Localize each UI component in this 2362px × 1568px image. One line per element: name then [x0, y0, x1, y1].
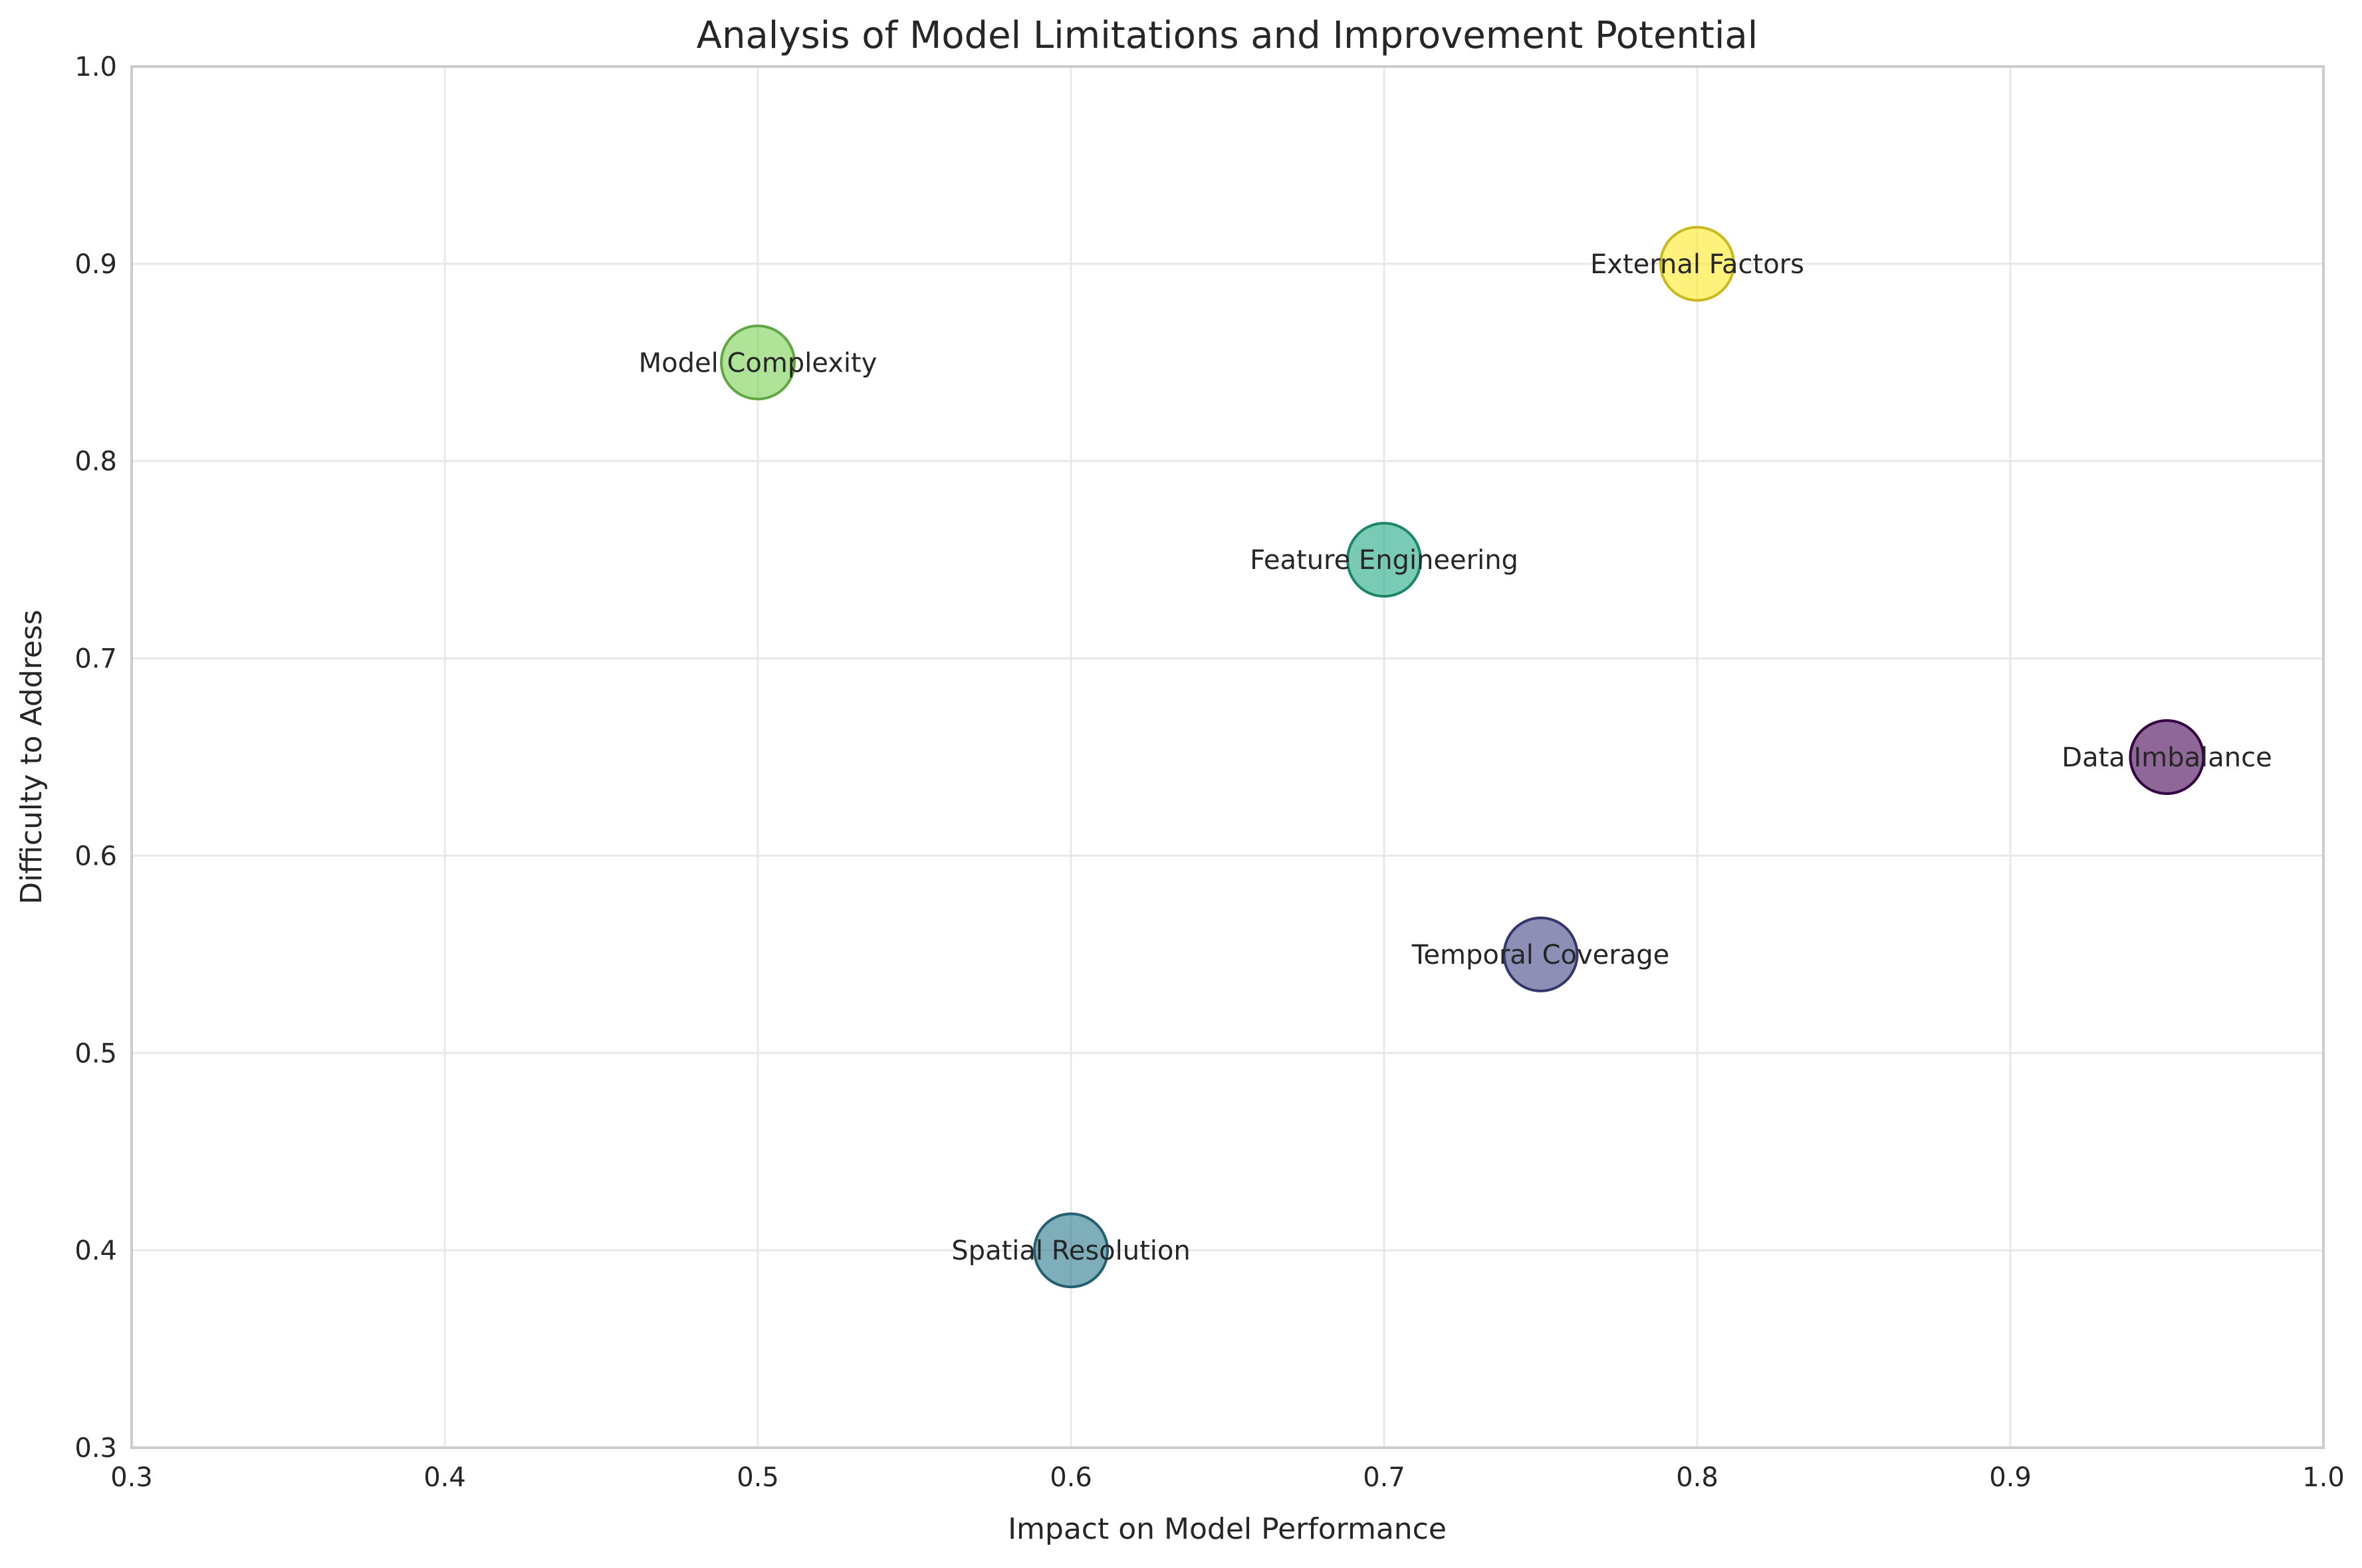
y-tick-label: 0.8	[74, 447, 117, 477]
y-tick-labels: 0.3 0.4 0.5 0.6 0.7 0.8 0.9 1.0	[74, 52, 117, 1464]
bubble-point	[1033, 1212, 1109, 1289]
x-tick-label: 0.6	[1050, 1462, 1092, 1493]
x-tick-label: 0.3	[110, 1462, 153, 1493]
bubble-point	[1346, 522, 1422, 598]
bubble-point	[720, 324, 796, 401]
x-axis-label: Impact on Model Performance	[1008, 1512, 1447, 1546]
bubble-label: Temporal Coverage	[1411, 940, 1670, 970]
bubbles	[720, 225, 2205, 1289]
point-labels: Data Imbalance Temporal Coverage Spatial R…	[639, 249, 2272, 1266]
y-tick-label: 0.5	[74, 1038, 117, 1069]
bubble-point	[1502, 916, 1579, 992]
bubble-label: Spatial Resolution	[951, 1236, 1190, 1266]
x-tick-label: 0.4	[423, 1462, 466, 1493]
x-tick-label: 0.7	[1363, 1462, 1405, 1493]
y-tick-label: 0.3	[74, 1433, 117, 1464]
bubble-point	[2129, 719, 2205, 795]
y-tick-label: 0.4	[74, 1236, 117, 1266]
y-axis-label: Difficulty to Address	[15, 610, 49, 905]
y-tick-label: 0.9	[74, 249, 117, 280]
bubble-point	[1659, 225, 1735, 302]
x-tick-label: 0.9	[1989, 1462, 2032, 1493]
bubble-label: Model Complexity	[639, 348, 878, 378]
x-tick-label: 1.0	[2302, 1462, 2345, 1493]
x-tick-label: 0.8	[1676, 1462, 1718, 1493]
grid	[130, 65, 2325, 1449]
bubble-label: External Factors	[1590, 249, 1804, 280]
y-tick-label: 0.7	[74, 644, 117, 675]
x-tick-label: 0.5	[737, 1462, 779, 1493]
chart-title: Analysis of Model Limitations and Improv…	[697, 14, 1758, 57]
y-tick-label: 0.6	[74, 841, 117, 871]
bubble-label: Data Imbalance	[2062, 742, 2272, 773]
y-tick-label: 1.0	[74, 52, 117, 82]
bubble-label: Feature Engineering	[1250, 545, 1518, 576]
x-tick-labels: 0.3 0.4 0.5 0.6 0.7 0.8 0.9 1.0	[110, 1462, 2345, 1493]
plot-frame	[130, 65, 2325, 1449]
